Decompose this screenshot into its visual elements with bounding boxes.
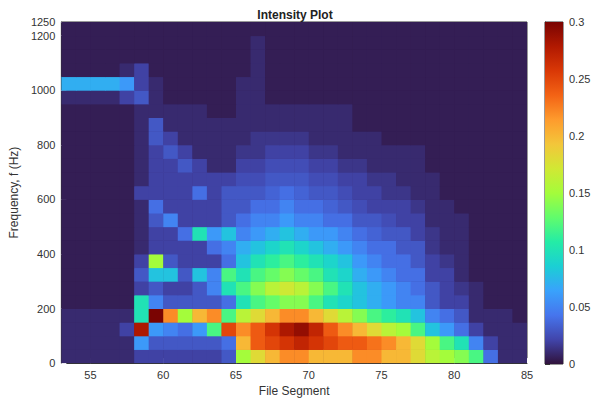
svg-text:85: 85 xyxy=(521,369,533,381)
svg-text:80: 80 xyxy=(448,369,460,381)
svg-text:800: 800 xyxy=(37,139,55,151)
svg-text:Frequency, f (Hz): Frequency, f (Hz) xyxy=(7,147,21,239)
svg-text:1200: 1200 xyxy=(31,30,55,42)
svg-text:65: 65 xyxy=(230,369,242,381)
svg-text:0.25: 0.25 xyxy=(569,73,590,85)
svg-text:0.3: 0.3 xyxy=(569,16,584,28)
svg-text:1250: 1250 xyxy=(31,16,55,28)
svg-text:File Segment: File Segment xyxy=(259,384,330,398)
svg-text:70: 70 xyxy=(303,369,315,381)
svg-text:1000: 1000 xyxy=(31,84,55,96)
svg-text:400: 400 xyxy=(37,248,55,260)
svg-text:200: 200 xyxy=(37,303,55,315)
svg-text:75: 75 xyxy=(375,369,387,381)
svg-text:0.2: 0.2 xyxy=(569,130,584,142)
svg-text:Intensity Plot: Intensity Plot xyxy=(257,8,332,22)
svg-text:55: 55 xyxy=(84,369,96,381)
svg-text:0: 0 xyxy=(569,358,575,370)
svg-text:0.15: 0.15 xyxy=(569,187,590,199)
svg-text:0.1: 0.1 xyxy=(569,244,584,256)
svg-text:0: 0 xyxy=(49,357,55,369)
svg-text:60: 60 xyxy=(157,369,169,381)
svg-text:600: 600 xyxy=(37,193,55,205)
svg-text:0.05: 0.05 xyxy=(569,301,590,313)
